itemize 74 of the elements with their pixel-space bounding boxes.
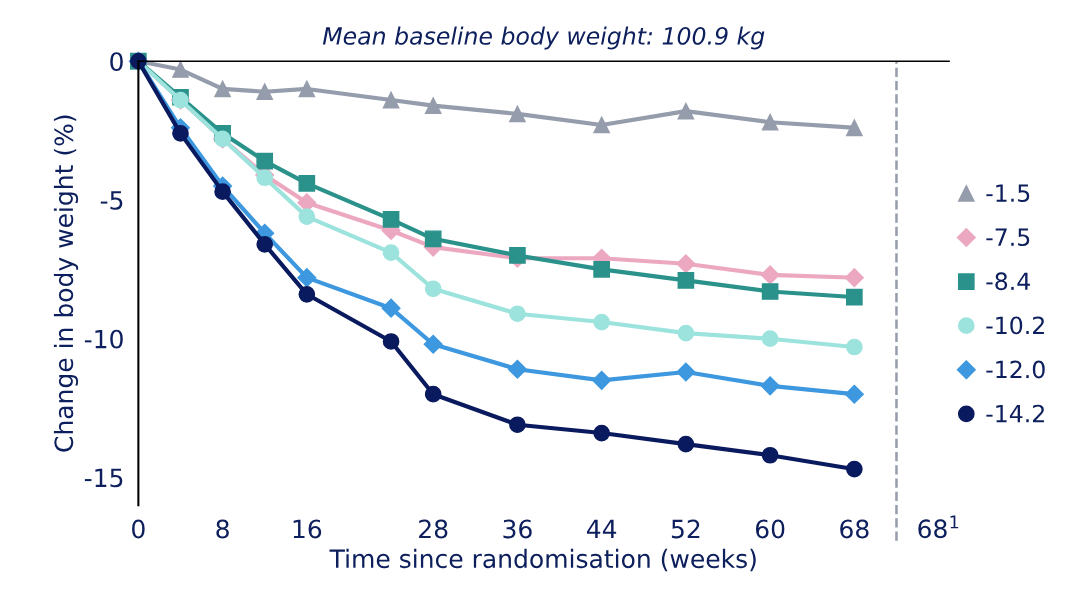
x-axis-title: Time since randomisation (weeks): [329, 548, 756, 572]
point: [214, 80, 231, 98]
point: [507, 359, 527, 379]
point: [509, 416, 526, 434]
legend-label: -10.2: [986, 316, 1044, 335]
point: [256, 152, 274, 170]
point: [761, 330, 779, 348]
point: [761, 446, 779, 464]
point: [298, 80, 316, 98]
point: [424, 230, 442, 248]
legend-label: -7.5: [986, 228, 1030, 247]
y-tick-label: -5: [100, 191, 123, 210]
point: [424, 280, 442, 298]
point: [256, 236, 274, 253]
point: [677, 324, 695, 342]
y-axis-title: Change in body weight (%): [53, 115, 79, 452]
x-tick-label: 16: [293, 519, 322, 539]
chart-title: Mean baseline body weight: 100.9 kg: [322, 26, 765, 50]
point: [256, 83, 274, 101]
point: [676, 362, 696, 382]
point: [424, 385, 442, 403]
point: [846, 460, 863, 478]
x-tick-label: 68$^{1}$: [918, 515, 959, 539]
point: [172, 61, 189, 78]
point: [677, 102, 695, 120]
point: [298, 174, 316, 192]
point: [593, 116, 610, 134]
point: [846, 119, 863, 137]
point: [382, 333, 400, 350]
legend-label: -14.2: [986, 404, 1044, 423]
point: [760, 376, 780, 396]
x-tick-label: 60: [755, 519, 785, 539]
x-tick-label: 68: [840, 519, 869, 539]
point: [297, 268, 317, 288]
legend-label: -12.0: [986, 360, 1045, 379]
point: [509, 247, 526, 264]
point: [172, 125, 189, 142]
point: [676, 254, 696, 274]
point: [382, 244, 400, 262]
point: [761, 283, 779, 300]
x-tick-label: 36: [503, 519, 532, 539]
x-tick-label: 28: [419, 519, 448, 539]
y-tick-label: -10: [84, 329, 123, 349]
point: [846, 288, 863, 306]
point: [509, 305, 526, 323]
point: [423, 334, 443, 354]
point: [844, 268, 864, 288]
point: [844, 384, 864, 404]
point: [298, 285, 316, 303]
point: [381, 298, 401, 318]
point: [382, 211, 400, 228]
legend-label: -8.4: [986, 272, 1030, 291]
point: [593, 260, 610, 278]
x-tick-label: 8: [216, 519, 229, 539]
point: [424, 97, 442, 114]
y-tick-label: -15: [84, 468, 123, 488]
point: [256, 169, 274, 187]
x-tick-label: 52: [671, 519, 700, 539]
x-tick-label: 44: [586, 519, 617, 539]
point: [761, 113, 779, 131]
point: [760, 265, 780, 285]
point: [846, 338, 863, 356]
point: [382, 91, 400, 109]
point: [593, 313, 610, 331]
legend-label: -1.5: [986, 184, 1030, 202]
point: [214, 183, 231, 200]
x-tick-label: 0: [132, 519, 145, 539]
point: [593, 424, 610, 442]
point: [298, 208, 316, 225]
y-tick-label: 0: [110, 52, 123, 72]
point: [677, 435, 695, 453]
point: [592, 370, 612, 390]
point: [677, 272, 695, 289]
point: [509, 105, 526, 123]
